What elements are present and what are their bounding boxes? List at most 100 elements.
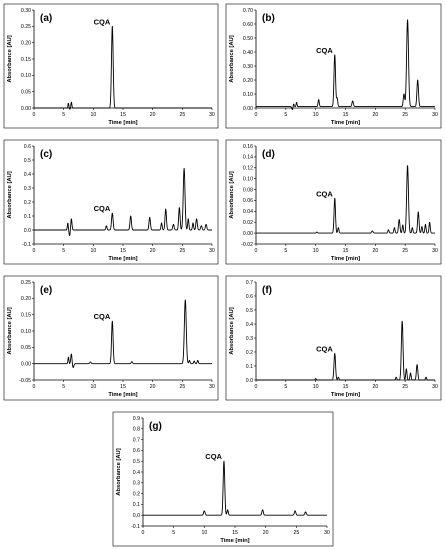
panel-frame — [225, 139, 442, 265]
y-axis-title: Absorbance [AU] — [229, 171, 235, 218]
x-tick-label: 5 — [172, 530, 175, 536]
y-tick-label: 0.00 — [243, 106, 253, 112]
y-tick-label: 0.30 — [243, 64, 253, 70]
x-tick-label: 25 — [402, 248, 408, 254]
x-tick-label: 15 — [120, 112, 126, 118]
y-tick-label: 0.6 — [246, 294, 253, 300]
x-tick-label: 30 — [432, 112, 438, 118]
y-tick-label: 0.00 — [243, 231, 253, 237]
x-tick-label: 15 — [343, 384, 349, 390]
y-tick-label: 0.3 — [133, 481, 140, 487]
x-tick-label: 25 — [179, 112, 185, 118]
x-tick-label: 20 — [372, 112, 378, 118]
y-axis-title: Absorbance [AU] — [7, 307, 13, 354]
y-tick-label: 0.70 — [243, 8, 253, 14]
y-tick-label: 0.40 — [243, 50, 253, 56]
y-tick-label: 0.1 — [246, 364, 253, 370]
x-tick-label: 25 — [179, 248, 185, 254]
y-tick-label: 0.1 — [133, 502, 140, 508]
chart-panel: -0.1 0.0 0.1 0.2 0.3 0.4 0.5 0.6 0.7 0.8 0.9 0 5 10 15… — [112, 411, 334, 547]
y-tick-label: 0.05 — [21, 89, 31, 95]
y-tick-label: 0.14 — [243, 155, 253, 161]
y-tick-label: 0.7 — [133, 437, 140, 443]
y-tick-label: 0.08 — [243, 187, 253, 193]
chart-panel: -0.1 0.0 0.1 0.2 0.3 0.4 0.5 0.6 0 5 10 15 20 25 30 Tim… — [3, 139, 219, 265]
y-tick-label: 0.3 — [246, 336, 253, 342]
chart-panel: -0.05 0.00 0.05 0.10 0.15 0.20 0.25 0 5 10 15 20 25 3… — [3, 275, 219, 401]
panel-frame — [225, 275, 442, 401]
y-tick-label: 0.0 — [24, 228, 31, 234]
x-tick-label: 15 — [120, 384, 126, 390]
x-tick-label: 15 — [120, 248, 126, 254]
y-axis-title: Absorbance [AU] — [229, 307, 235, 354]
peak-annotation-cqa: CQA — [205, 452, 222, 461]
x-tick-label: 30 — [324, 530, 330, 536]
x-axis-title: Time [min] — [331, 256, 360, 262]
y-tick-label: 0.15 — [21, 312, 31, 318]
y-tick-label: 0.6 — [24, 144, 31, 150]
y-tick-label: 0.8 — [133, 427, 140, 433]
x-tick-label: 10 — [90, 248, 96, 254]
chromatogram-trace — [255, 320, 436, 381]
chart-panel: 0.00 0.10 0.20 0.30 0.40 0.50 0.60 0.70 0 5 10 15 20… — [225, 3, 442, 129]
y-tick-label: 0.12 — [243, 166, 253, 172]
x-axis-title: Time [min] — [331, 120, 360, 126]
y-tick-label: 0.50 — [243, 36, 253, 42]
panel-frame — [3, 275, 219, 401]
panel-label: (c) — [40, 149, 52, 160]
chromatogram-trace — [255, 165, 436, 234]
x-tick-label: 30 — [209, 248, 215, 254]
x-tick-label: 20 — [263, 530, 269, 536]
x-tick-label: 0 — [255, 112, 258, 118]
y-tick-label: 0.60 — [243, 22, 253, 28]
y-tick-label: 0.6 — [133, 448, 140, 454]
y-tick-label: 0.10 — [21, 329, 31, 335]
x-tick-label: 25 — [402, 384, 408, 390]
chromatogram-trace — [142, 460, 328, 516]
y-tick-label: 0.05 — [21, 345, 31, 351]
x-tick-label: 25 — [402, 112, 408, 118]
y-tick-label: 0.5 — [133, 459, 140, 465]
y-tick-label: 0.00 — [21, 361, 31, 367]
y-tick-label: 0.20 — [243, 78, 253, 84]
x-tick-label: 10 — [313, 112, 319, 118]
y-tick-label: 0.00 — [21, 106, 31, 112]
peak-annotation-cqa: CQA — [94, 17, 111, 26]
y-tick-label: 0.10 — [243, 92, 253, 98]
x-tick-label: 15 — [232, 530, 238, 536]
panel-frame — [3, 139, 219, 265]
panel-label: (e) — [40, 285, 52, 296]
y-tick-label: 0.2 — [24, 200, 31, 206]
peak-annotation-cqa: CQA — [316, 189, 333, 198]
x-axis-title: Time [min] — [108, 392, 137, 398]
y-tick-label: 0.16 — [243, 144, 253, 150]
x-axis-title: Time [min] — [220, 538, 249, 544]
x-tick-label: 15 — [343, 248, 349, 254]
y-tick-label: 0.06 — [243, 198, 253, 204]
y-tick-label: -0.1 — [22, 242, 31, 248]
y-tick-label: 0.0 — [133, 513, 140, 519]
y-tick-label: 0.1 — [24, 214, 31, 220]
y-tick-label: 0.9 — [133, 416, 140, 422]
chromatogram-trace — [33, 167, 213, 236]
x-axis-title: Time [min] — [331, 392, 360, 398]
y-tick-label: 0.2 — [133, 491, 140, 497]
x-tick-label: 25 — [179, 384, 185, 390]
chart-panel: -0.02 0.00 0.02 0.04 0.06 0.08 0.10 0.12 0.14 0.1… — [225, 139, 442, 265]
panel-label: (d) — [262, 149, 275, 160]
x-tick-label: 30 — [432, 248, 438, 254]
y-tick-label: 0.7 — [246, 280, 253, 286]
x-tick-label: 0 — [33, 384, 36, 390]
x-tick-label: 30 — [209, 112, 215, 118]
x-tick-label: 0 — [255, 384, 258, 390]
y-tick-label: 0.04 — [243, 209, 253, 215]
panel-frame — [225, 3, 442, 129]
chromatogram-trace — [255, 19, 436, 111]
x-tick-label: 5 — [62, 384, 65, 390]
y-axis-title: Absorbance [AU] — [7, 35, 13, 82]
x-tick-label: 10 — [201, 530, 207, 536]
x-tick-label: 5 — [62, 112, 65, 118]
y-tick-label: 0.4 — [133, 470, 140, 476]
peak-annotation-cqa: CQA — [94, 204, 111, 213]
